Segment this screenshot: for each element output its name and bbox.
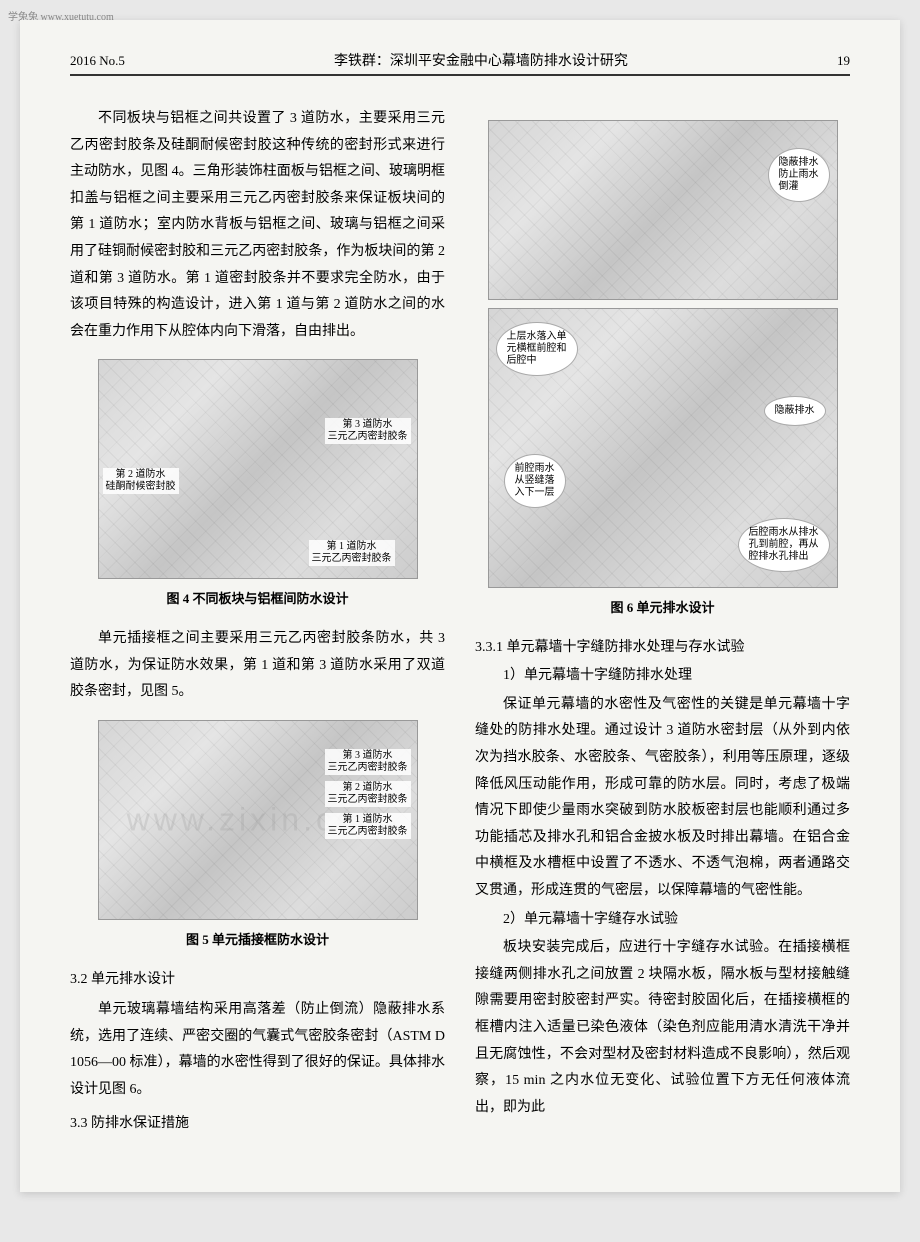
figure-5: www.zixin.com 第 3 道防水三元乙丙密封胶条 第 2 道防水三元乙… <box>70 720 445 953</box>
section-3-3-title: 3.3 防排水保证措施 <box>70 1111 445 1138</box>
figure-5-diagram: www.zixin.com 第 3 道防水三元乙丙密封胶条 第 2 道防水三元乙… <box>98 720 418 920</box>
right-column: 隐蔽排水防止雨水倒灌 上层水落入单元横框前腔和后腔中 隐蔽排水 前腔雨水从竖缝落… <box>475 106 850 1142</box>
list-item-2-title: 2）单元幕墙十字缝存水试验 <box>475 907 850 934</box>
paragraph: 板块安装完成后，应进行十字缝存水试验。在插接横框接缝两侧排水孔之间放置 2 块隔… <box>475 935 850 1121</box>
fig5-label-3: 第 1 道防水三元乙丙密封胶条 <box>325 813 411 839</box>
content-columns: 不同板块与铝框之间共设置了 3 道防水，主要采用三元乙丙密封胶条及硅酮耐候密封胶… <box>70 106 850 1142</box>
figure-5-caption: 图 5 单元插接框防水设计 <box>70 928 445 953</box>
fig4-label-3: 第 1 道防水三元乙丙密封胶条 <box>309 540 395 566</box>
fig6-bot-label-1: 上层水落入单元横框前腔和后腔中 <box>499 325 575 373</box>
header-page-number: 19 <box>837 53 850 69</box>
paragraph: 单元玻璃幕墙结构采用高落差（防止倒流）隐蔽排水系统，选用了连续、严密交圈的气囊式… <box>70 997 445 1103</box>
figure-6-diagram-bottom: 上层水落入单元横框前腔和后腔中 隐蔽排水 前腔雨水从竖缝落入下一层 后腔雨水从排… <box>488 308 838 588</box>
header-title: 李铁群：深圳平安金融中心幕墙防排水设计研究 <box>334 50 628 70</box>
fig6-bot-label-4: 后腔雨水从排水孔到前腔，再从腔排水孔排出 <box>741 521 827 569</box>
header-issue: 2016 No.5 <box>70 53 125 69</box>
section-3-3-1-title: 3.3.1 单元幕墙十字缝防排水处理与存水试验 <box>475 635 850 662</box>
left-column: 不同板块与铝框之间共设置了 3 道防水，主要采用三元乙丙密封胶条及硅酮耐候密封胶… <box>70 106 445 1142</box>
fig6-bot-label-3: 前腔雨水从竖缝落入下一层 <box>507 457 563 505</box>
figure-4-caption: 图 4 不同板块与铝框间防水设计 <box>70 587 445 612</box>
page: 2016 No.5 李铁群：深圳平安金融中心幕墙防排水设计研究 19 不同板块与… <box>20 20 900 1192</box>
fig6-top-label-1: 隐蔽排水防止雨水倒灌 <box>771 151 827 199</box>
paragraph: 不同板块与铝框之间共设置了 3 道防水，主要采用三元乙丙密封胶条及硅酮耐候密封胶… <box>70 106 445 345</box>
figure-6-caption: 图 6 单元排水设计 <box>475 596 850 621</box>
section-3-2-title: 3.2 单元排水设计 <box>70 967 445 994</box>
page-header: 2016 No.5 李铁群：深圳平安金融中心幕墙防排水设计研究 19 <box>70 50 850 76</box>
paragraph: 单元插接框之间主要采用三元乙丙密封胶条防水，共 3 道防水，为保证防水效果，第 … <box>70 626 445 706</box>
figure-6: 隐蔽排水防止雨水倒灌 上层水落入单元横框前腔和后腔中 隐蔽排水 前腔雨水从竖缝落… <box>475 120 850 621</box>
fig4-label-2: 第 2 道防水硅酮耐候密封胶 <box>103 468 179 494</box>
fig5-label-2: 第 2 道防水三元乙丙密封胶条 <box>325 781 411 807</box>
fig4-label-1: 第 3 道防水三元乙丙密封胶条 <box>325 418 411 444</box>
fig5-label-1: 第 3 道防水三元乙丙密封胶条 <box>325 749 411 775</box>
paragraph: 保证单元幕墙的水密性及气密性的关键是单元幕墙十字缝处的防排水处理。通过设计 3 … <box>475 692 850 905</box>
figure-6-diagram-top: 隐蔽排水防止雨水倒灌 <box>488 120 838 300</box>
figure-4-diagram: 第 3 道防水三元乙丙密封胶条 第 2 道防水硅酮耐候密封胶 第 1 道防水三元… <box>98 359 418 579</box>
fig6-bot-label-2: 隐蔽排水 <box>767 399 823 423</box>
list-item-1-title: 1）单元幕墙十字缝防排水处理 <box>475 663 850 690</box>
figure-4: 第 3 道防水三元乙丙密封胶条 第 2 道防水硅酮耐候密封胶 第 1 道防水三元… <box>70 359 445 612</box>
